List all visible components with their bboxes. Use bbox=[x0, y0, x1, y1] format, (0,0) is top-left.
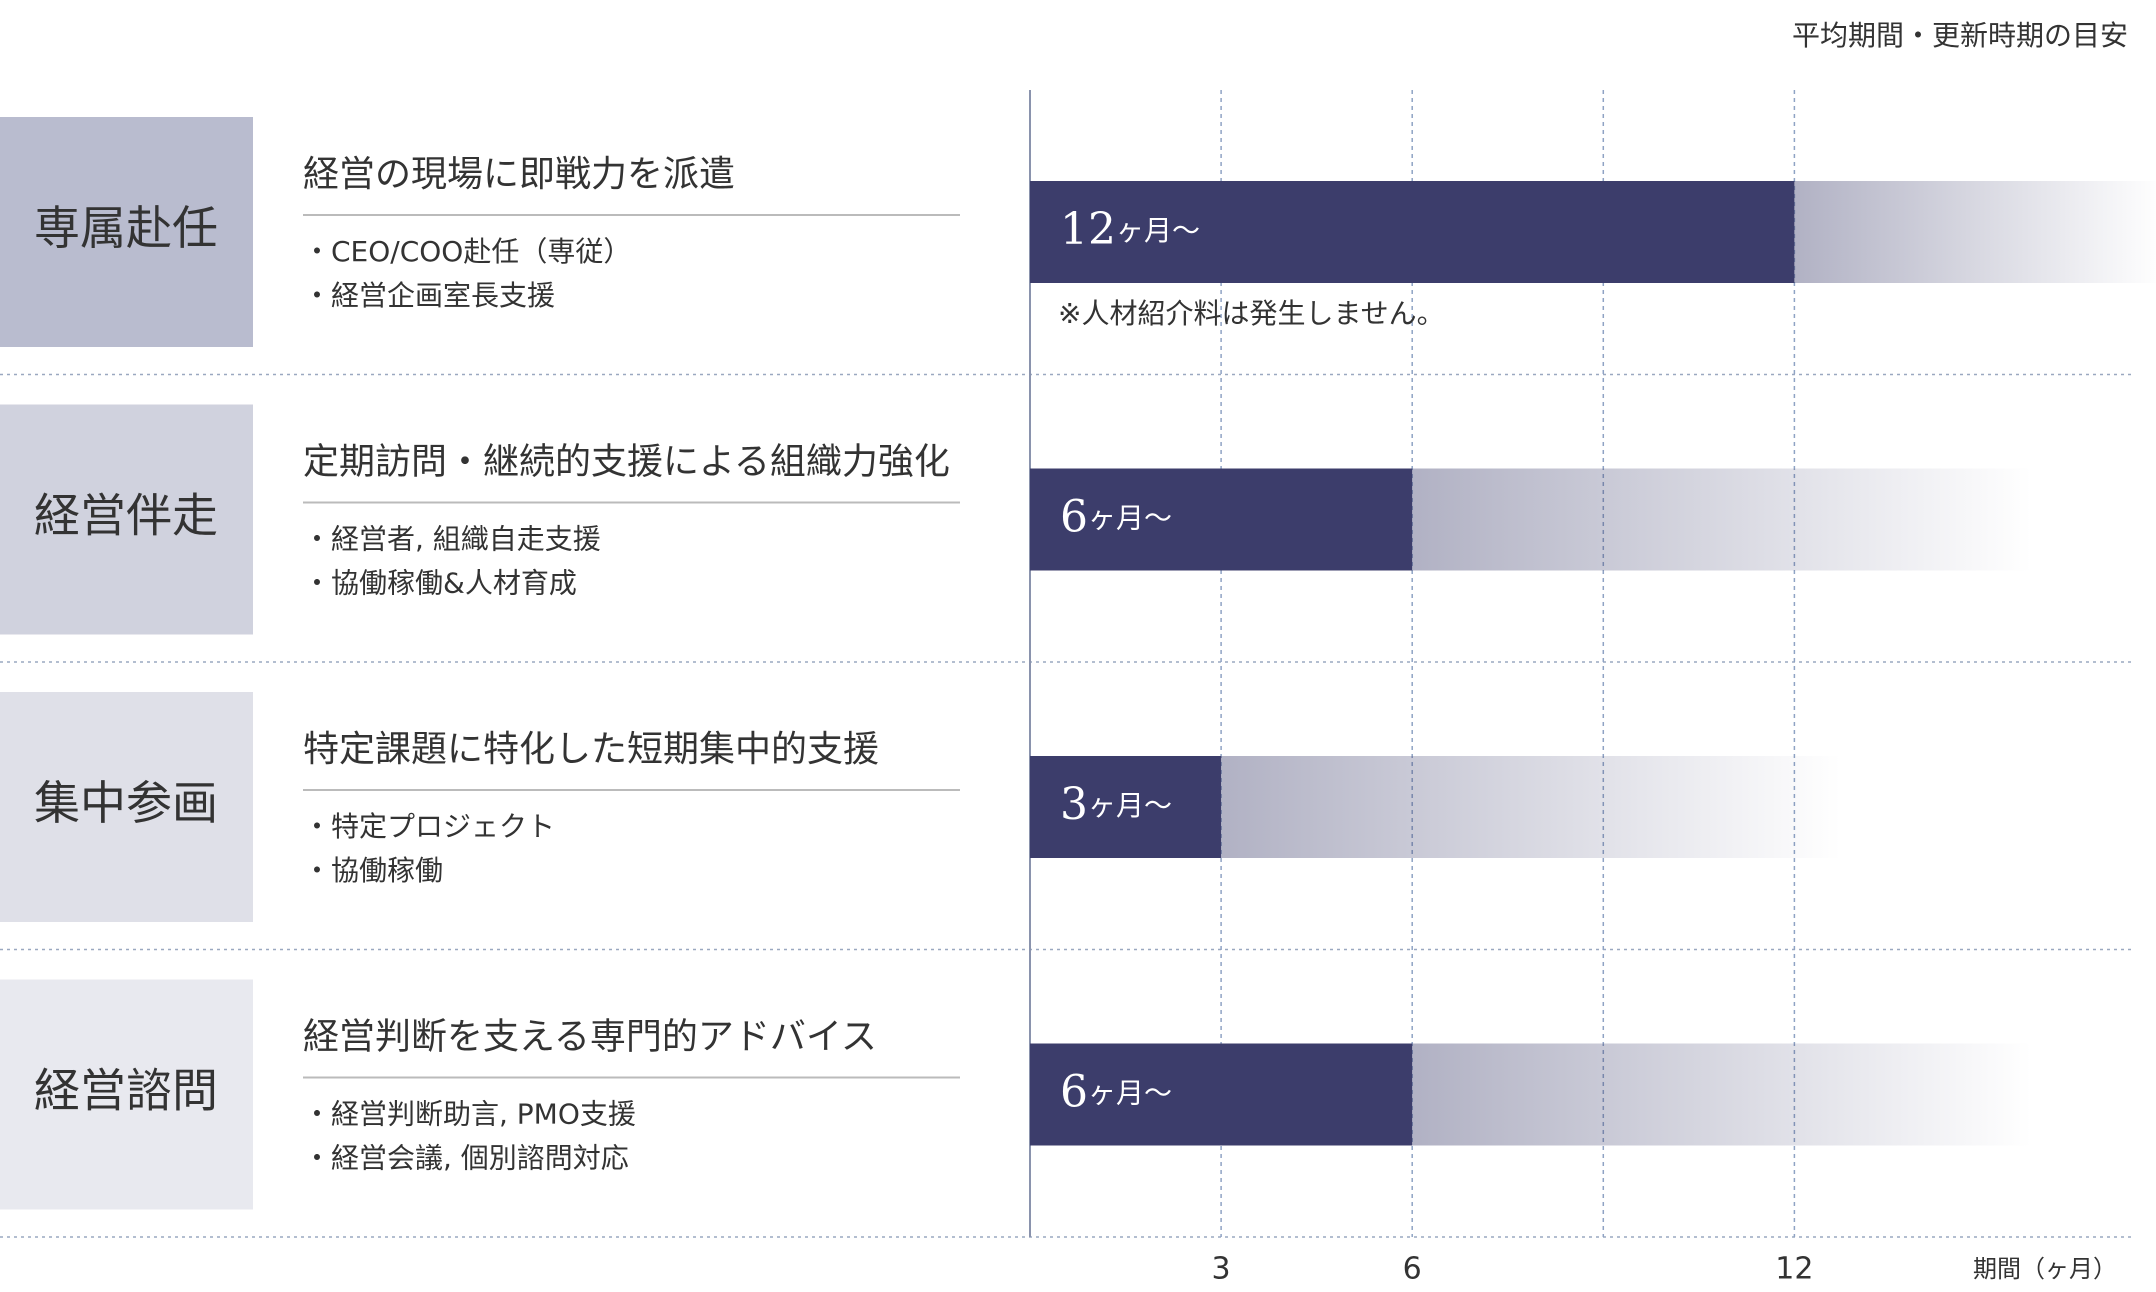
bullet: ・経営者, 組織自走支援 bbox=[303, 523, 601, 556]
bar bbox=[1030, 181, 1795, 283]
category-box bbox=[0, 404, 253, 635]
bar bbox=[1030, 1043, 1413, 1146]
category-box bbox=[0, 979, 253, 1210]
bar-value-label: 6ヶ月〜 bbox=[1060, 491, 1172, 542]
row-title: 定期訪問・継続的支援による組織力強化 bbox=[303, 442, 950, 483]
bullet: ・経営判断助言, PMO支援 bbox=[303, 1098, 636, 1131]
bar-fade bbox=[1412, 468, 2033, 571]
bar bbox=[1030, 468, 1413, 571]
x-tick-label: 12 bbox=[1775, 1252, 1813, 1287]
category-label: 経営諮問 bbox=[34, 1064, 218, 1118]
row-title: 経営の現場に即戦力を派遣 bbox=[303, 154, 735, 195]
bar bbox=[1030, 756, 1222, 858]
bar-value-label: 12ヶ月〜 bbox=[1060, 204, 1200, 255]
category-box bbox=[0, 692, 253, 922]
category-label: 経営伴走 bbox=[34, 489, 218, 543]
bullet: ・経営企画室長支援 bbox=[303, 279, 555, 312]
bar-fade bbox=[1794, 181, 2156, 283]
x-tick-label: 3 bbox=[1212, 1252, 1231, 1287]
bullet: ・経営会議, 個別諮問対応 bbox=[303, 1142, 629, 1175]
annotation: ※人材紹介料は発生しません。 bbox=[1058, 297, 1445, 330]
x-tick-label: 6 bbox=[1403, 1252, 1422, 1287]
row-title: 経営判断を支える専門的アドバイス bbox=[303, 1017, 877, 1058]
row-title: 特定課題に特化した短期集中的支援 bbox=[303, 729, 879, 770]
category-box bbox=[0, 117, 253, 347]
category-label: 集中参画 bbox=[34, 776, 218, 830]
x-axis-label: 期間（ヶ月） bbox=[1973, 1255, 2117, 1283]
bullet: ・特定プロジェクト bbox=[303, 810, 555, 843]
header: 平均期間・更新時期の目安 bbox=[1792, 19, 2128, 52]
category-label: 専属赴任 bbox=[34, 201, 218, 255]
bar-fade bbox=[1412, 1043, 2033, 1146]
bar-fade bbox=[1221, 756, 1842, 858]
bar-value-label: 3ヶ月〜 bbox=[1060, 779, 1172, 830]
bullet: ・協働稼働 bbox=[303, 854, 443, 887]
bullet: ・CEO/COO赴任（専従） bbox=[303, 235, 631, 268]
bar-value-label: 6ヶ月〜 bbox=[1060, 1066, 1172, 1117]
bullet: ・協働稼働&人材育成 bbox=[303, 567, 577, 600]
